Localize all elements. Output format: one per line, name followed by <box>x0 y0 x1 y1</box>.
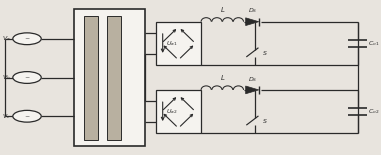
Text: $V_a$: $V_a$ <box>2 34 11 43</box>
Polygon shape <box>246 18 259 26</box>
Text: $V_c$: $V_c$ <box>2 112 11 121</box>
Bar <box>74 9 145 146</box>
Bar <box>84 16 98 140</box>
Text: $U_{a2}$: $U_{a2}$ <box>166 107 178 116</box>
Text: $D_S$: $D_S$ <box>248 75 258 84</box>
Text: ~: ~ <box>24 114 30 119</box>
Circle shape <box>13 72 41 83</box>
Text: $S$: $S$ <box>262 117 267 125</box>
Circle shape <box>13 110 41 122</box>
Circle shape <box>13 33 41 45</box>
Text: $S$: $S$ <box>262 49 267 57</box>
Text: $D_S$: $D_S$ <box>248 7 258 16</box>
Polygon shape <box>246 86 259 94</box>
Bar <box>156 22 201 65</box>
Text: $C_{o1}$: $C_{o1}$ <box>368 39 379 48</box>
Bar <box>107 16 121 140</box>
Text: ~: ~ <box>24 36 30 41</box>
Text: $L$: $L$ <box>219 73 225 82</box>
Text: ~: ~ <box>24 75 30 80</box>
Text: $C_{o2}$: $C_{o2}$ <box>368 107 379 116</box>
Text: $V_b$: $V_b$ <box>2 73 11 82</box>
Bar <box>156 90 201 133</box>
Text: $L$: $L$ <box>219 5 225 14</box>
Text: $U_{a1}$: $U_{a1}$ <box>166 39 178 48</box>
